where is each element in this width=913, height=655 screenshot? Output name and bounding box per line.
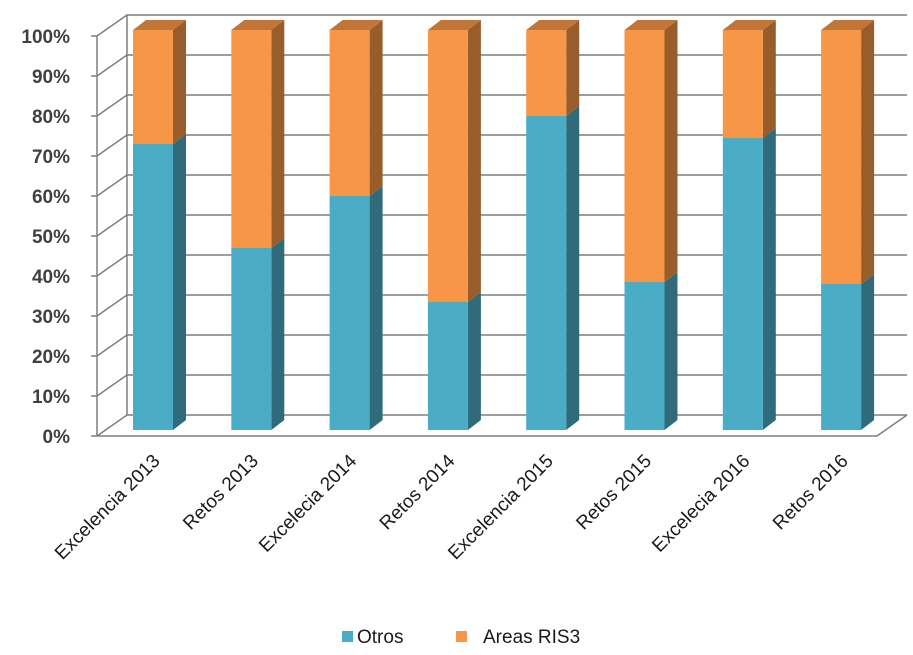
gridlines	[91, 14, 908, 437]
bar-side-face	[664, 272, 678, 430]
legend: Otros Areas RIS3	[342, 627, 580, 648]
bar-segment-otros	[231, 238, 285, 430]
legend-swatch-otros	[342, 631, 353, 642]
bars	[133, 20, 875, 430]
y-axis-tick-labels: 0% 10% 20% 30% 40% 50% 60% 70% 80% 90% 100%	[21, 27, 70, 448]
bar-side-face	[566, 20, 580, 116]
bar-front-face	[329, 30, 370, 196]
bar-segment-areas-ris3	[722, 20, 776, 138]
bar-side-face	[467, 20, 481, 302]
bar-segment-otros	[526, 106, 580, 430]
gridline	[96, 374, 907, 397]
bar-side-face	[664, 20, 678, 282]
bar-segment-otros	[624, 272, 678, 430]
bar-front-face	[722, 30, 763, 138]
bar-front-face	[329, 196, 370, 430]
bar-segment-areas-ris3	[427, 20, 481, 302]
bar-segment-areas-ris3	[526, 20, 580, 116]
y-tick-label: 100%	[21, 27, 70, 48]
bar-side-face	[566, 106, 580, 430]
gridline	[96, 414, 907, 437]
bar-side-face	[173, 134, 186, 430]
bar-front-face	[133, 144, 173, 430]
bar-side-face	[173, 20, 186, 144]
bar-top-face	[133, 20, 186, 30]
bar-side-face	[271, 20, 285, 248]
bar-segment-areas-ris3	[624, 20, 678, 282]
bar-front-face	[231, 248, 272, 430]
x-category-label: Excelencia 2015	[444, 451, 557, 564]
y-tick-label: 60%	[32, 187, 70, 208]
gridline	[96, 54, 907, 77]
bar-segment-areas-ris3	[231, 20, 285, 248]
x-category-label: Excelencia 2013	[51, 451, 164, 564]
gridline	[96, 134, 907, 157]
bar-front-face	[526, 116, 567, 430]
y-tick-label: 90%	[32, 67, 70, 88]
bar-segment-otros	[821, 274, 875, 430]
bar-side-face	[861, 274, 875, 430]
bar-front-face	[231, 30, 272, 248]
bar-front-face	[427, 302, 468, 430]
legend-label-areas-ris3: Areas RIS3	[483, 627, 580, 648]
bar-segment-otros	[329, 186, 383, 430]
bar-side-face	[271, 238, 285, 430]
gridline	[96, 294, 907, 317]
bar-front-face	[624, 282, 665, 430]
legend-label-otros: Otros	[357, 627, 403, 648]
bar-top-face	[821, 20, 875, 30]
gridline	[96, 334, 907, 357]
bar-segment-otros	[133, 134, 186, 430]
bar-segment-areas-ris3	[821, 20, 875, 284]
bar-side-face	[369, 20, 383, 196]
x-category-label: Retos 2014	[376, 450, 460, 534]
gridline	[96, 14, 907, 37]
bar-segment-otros	[427, 292, 481, 430]
bar-front-face	[133, 30, 173, 144]
bar-front-face	[821, 284, 862, 430]
y-tick-label: 20%	[32, 347, 70, 368]
x-category-label: Retos 2015	[572, 451, 656, 535]
x-category-label: Retos 2013	[179, 451, 263, 535]
bar-front-face	[427, 30, 468, 302]
x-category-label: Retos 2016	[769, 451, 853, 535]
bar-front-face	[526, 30, 567, 116]
y-tick-label: 40%	[32, 267, 70, 288]
bar-front-face	[722, 138, 763, 430]
bar-side-face	[762, 128, 776, 430]
y-tick-label: 10%	[32, 387, 70, 408]
y-tick-label: 50%	[32, 227, 70, 248]
bar-segment-areas-ris3	[329, 20, 383, 196]
x-category-label: Excelecia 2014	[255, 450, 361, 556]
floor-side-edge	[876, 414, 908, 437]
y-tick-label: 0%	[43, 427, 71, 448]
gridline	[96, 214, 907, 237]
bar-front-face	[821, 30, 862, 284]
bar-segment-otros	[722, 128, 776, 430]
bar-front-face	[624, 30, 665, 282]
legend-swatch-areas-ris3	[456, 631, 467, 642]
gridline	[96, 174, 907, 197]
y-tick-label: 30%	[32, 307, 70, 328]
y-tick-label: 80%	[32, 107, 70, 128]
bar-segment-areas-ris3	[133, 20, 186, 144]
bar-side-face	[467, 292, 481, 430]
bar-top-face	[526, 20, 580, 30]
x-category-label: Excelecia 2016	[648, 451, 754, 557]
bar-top-face	[231, 20, 285, 30]
bar-side-face	[762, 20, 776, 138]
gridline	[96, 254, 907, 277]
bar-side-face	[369, 186, 383, 430]
bar-top-face	[329, 20, 383, 30]
bar-top-face	[722, 20, 776, 30]
y-tick-label: 70%	[32, 147, 70, 168]
bar-top-face	[427, 20, 481, 30]
gridline	[96, 94, 907, 117]
bar-top-face	[624, 20, 678, 30]
bar-side-face	[861, 20, 875, 284]
